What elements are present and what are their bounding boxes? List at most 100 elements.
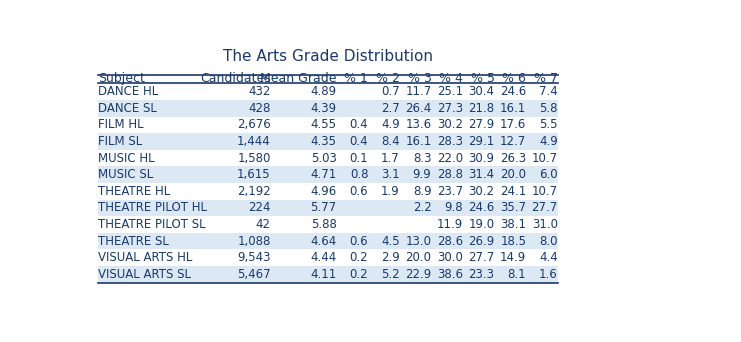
Text: 24.6: 24.6 <box>500 85 526 98</box>
Text: % 3: % 3 <box>408 72 431 85</box>
Text: 27.7: 27.7 <box>531 201 558 214</box>
Text: MUSIC SL: MUSIC SL <box>99 168 153 181</box>
Bar <box>99 100 558 117</box>
Text: 432: 432 <box>248 85 270 98</box>
Text: 25.1: 25.1 <box>437 85 463 98</box>
Text: 0.7: 0.7 <box>381 85 400 98</box>
Text: DANCE HL: DANCE HL <box>99 85 159 98</box>
Text: 4.96: 4.96 <box>310 185 336 198</box>
Text: 24.1: 24.1 <box>500 185 526 198</box>
Text: 27.3: 27.3 <box>437 102 463 115</box>
Text: 5.8: 5.8 <box>539 102 558 115</box>
Text: 8.1: 8.1 <box>508 268 526 281</box>
Text: 5.88: 5.88 <box>310 218 336 231</box>
Text: 4.71: 4.71 <box>310 168 336 181</box>
Text: 27.7: 27.7 <box>468 251 495 264</box>
Text: 0.2: 0.2 <box>350 251 368 264</box>
Text: 14.9: 14.9 <box>500 251 526 264</box>
Text: 42: 42 <box>256 218 270 231</box>
Text: 0.6: 0.6 <box>350 185 368 198</box>
Bar <box>99 133 558 150</box>
Text: 2.2: 2.2 <box>413 201 431 214</box>
Bar <box>99 233 558 249</box>
Text: DANCE SL: DANCE SL <box>99 102 157 115</box>
Text: 428: 428 <box>248 102 270 115</box>
Text: 26.9: 26.9 <box>468 235 495 248</box>
Text: 13.6: 13.6 <box>405 118 431 131</box>
Text: VISUAL ARTS HL: VISUAL ARTS HL <box>99 251 193 264</box>
Text: 5.2: 5.2 <box>381 268 400 281</box>
Text: % 5: % 5 <box>471 72 495 85</box>
Bar <box>99 200 558 216</box>
Text: 4.11: 4.11 <box>310 268 336 281</box>
Text: 4.89: 4.89 <box>310 85 336 98</box>
Text: 1,615: 1,615 <box>237 168 270 181</box>
Text: 9.8: 9.8 <box>445 201 463 214</box>
Text: 224: 224 <box>248 201 270 214</box>
Text: FILM SL: FILM SL <box>99 135 142 148</box>
Text: 10.7: 10.7 <box>531 152 558 165</box>
Text: 1.6: 1.6 <box>539 268 558 281</box>
Text: 4.5: 4.5 <box>381 235 400 248</box>
Text: 4.9: 4.9 <box>381 118 400 131</box>
Text: 7.4: 7.4 <box>539 85 558 98</box>
Text: 9.9: 9.9 <box>413 168 431 181</box>
Text: THEATRE PILOT HL: THEATRE PILOT HL <box>99 201 207 214</box>
Text: 38.1: 38.1 <box>500 218 526 231</box>
Text: 5.5: 5.5 <box>539 118 558 131</box>
Text: 31.4: 31.4 <box>468 168 495 181</box>
Text: 28.8: 28.8 <box>437 168 463 181</box>
Text: 16.1: 16.1 <box>405 135 431 148</box>
Text: 26.3: 26.3 <box>500 152 526 165</box>
Text: 20.0: 20.0 <box>500 168 526 181</box>
Text: 2,192: 2,192 <box>237 185 270 198</box>
Text: 1,444: 1,444 <box>237 135 270 148</box>
Text: 4.35: 4.35 <box>310 135 336 148</box>
Text: 5,467: 5,467 <box>237 268 270 281</box>
Text: 10.7: 10.7 <box>531 185 558 198</box>
Text: 8.0: 8.0 <box>539 235 558 248</box>
Text: 2.7: 2.7 <box>381 102 400 115</box>
Text: 30.9: 30.9 <box>468 152 495 165</box>
Text: 0.4: 0.4 <box>350 135 368 148</box>
Text: 26.4: 26.4 <box>405 102 431 115</box>
Text: 28.3: 28.3 <box>437 135 463 148</box>
Text: 4.64: 4.64 <box>310 235 336 248</box>
Text: 31.0: 31.0 <box>532 218 558 231</box>
Text: 4.4: 4.4 <box>539 251 558 264</box>
Text: 5.77: 5.77 <box>310 201 336 214</box>
Text: 11.9: 11.9 <box>436 218 463 231</box>
Text: THEATRE PILOT SL: THEATRE PILOT SL <box>99 218 206 231</box>
Text: 30.4: 30.4 <box>468 85 495 98</box>
Text: 24.6: 24.6 <box>468 201 495 214</box>
Text: VISUAL ARTS SL: VISUAL ARTS SL <box>99 268 191 281</box>
Text: THEATRE SL: THEATRE SL <box>99 235 169 248</box>
Text: % 1: % 1 <box>345 72 368 85</box>
Text: 38.6: 38.6 <box>437 268 463 281</box>
Text: 4.39: 4.39 <box>310 102 336 115</box>
Bar <box>99 266 558 282</box>
Text: 17.6: 17.6 <box>500 118 526 131</box>
Text: 0.4: 0.4 <box>350 118 368 131</box>
Text: 19.0: 19.0 <box>468 218 495 231</box>
Text: 9,543: 9,543 <box>237 251 270 264</box>
Text: % 6: % 6 <box>502 72 526 85</box>
Text: 11.7: 11.7 <box>405 85 431 98</box>
Text: 35.7: 35.7 <box>500 201 526 214</box>
Text: 22.9: 22.9 <box>405 268 431 281</box>
Text: 1.9: 1.9 <box>381 185 400 198</box>
Bar <box>99 167 558 183</box>
Text: 1,580: 1,580 <box>237 152 270 165</box>
Text: 16.1: 16.1 <box>500 102 526 115</box>
Text: 6.0: 6.0 <box>539 168 558 181</box>
Text: Mean Grade: Mean Grade <box>260 72 336 85</box>
Text: 22.0: 22.0 <box>437 152 463 165</box>
Text: MUSIC HL: MUSIC HL <box>99 152 155 165</box>
Text: 13.0: 13.0 <box>405 235 431 248</box>
Text: 12.7: 12.7 <box>500 135 526 148</box>
Text: 0.1: 0.1 <box>350 152 368 165</box>
Text: The Arts Grade Distribution: The Arts Grade Distribution <box>223 49 433 64</box>
Text: 1,088: 1,088 <box>237 235 270 248</box>
Text: 8.4: 8.4 <box>381 135 400 148</box>
Text: 4.9: 4.9 <box>539 135 558 148</box>
